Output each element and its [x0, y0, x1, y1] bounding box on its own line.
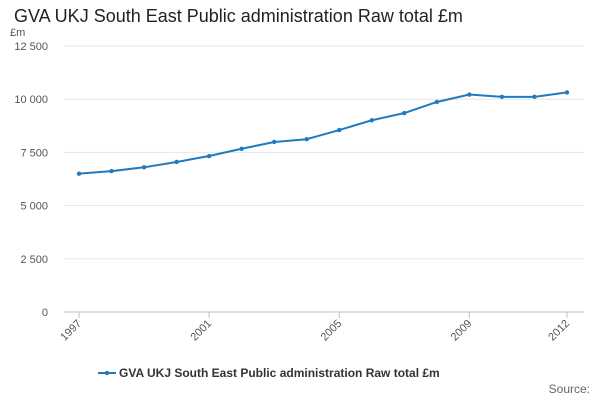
- y-axis-unit-label: £m: [10, 27, 26, 39]
- legend[interactable]: GVA UKJ South East Public administration…: [98, 366, 440, 380]
- data-point[interactable]: [532, 94, 537, 100]
- data-point[interactable]: [564, 90, 570, 95]
- gridlines: [64, 45, 584, 313]
- series: [76, 90, 570, 176]
- x-tick-label: 2005: [319, 318, 345, 344]
- data-point[interactable]: [369, 118, 374, 123]
- data-point[interactable]: [109, 168, 114, 174]
- y-tick-label: 12 500: [14, 41, 48, 53]
- y-tick-label: 5 000: [20, 201, 48, 213]
- data-point[interactable]: [239, 146, 244, 151]
- axes: 0 2 500 5 000 7 500 10 000 12 500 1997 2001 2005…: [14, 41, 572, 343]
- x-tick-label: 2001: [188, 318, 214, 344]
- source-label: Source:: [548, 382, 590, 396]
- data-point[interactable]: [141, 165, 147, 170]
- data-point[interactable]: [174, 159, 179, 165]
- data-point[interactable]: [434, 99, 440, 105]
- x-tick-label: 2009: [449, 318, 475, 344]
- data-point[interactable]: [272, 139, 277, 145]
- data-point[interactable]: [337, 127, 342, 133]
- legend-label[interactable]: GVA UKJ South East Public administration…: [119, 366, 440, 380]
- data-point[interactable]: [206, 153, 212, 159]
- chart-title: GVA UKJ South East Public administration…: [14, 6, 463, 26]
- y-tick-label: 0: [42, 307, 48, 319]
- data-point[interactable]: [467, 92, 472, 97]
- legend-marker: [104, 370, 110, 376]
- x-tick-label: 1997: [58, 318, 84, 344]
- data-point[interactable]: [76, 171, 82, 176]
- y-tick-label: 2 500: [20, 254, 48, 266]
- series-line: [78, 91, 568, 175]
- y-tick-label: 10 000: [14, 94, 48, 106]
- y-tick-label: 7 500: [20, 147, 48, 159]
- data-point[interactable]: [304, 137, 309, 142]
- x-tick-label: 2012: [546, 318, 572, 344]
- data-point[interactable]: [402, 110, 407, 116]
- data-point[interactable]: [499, 94, 505, 100]
